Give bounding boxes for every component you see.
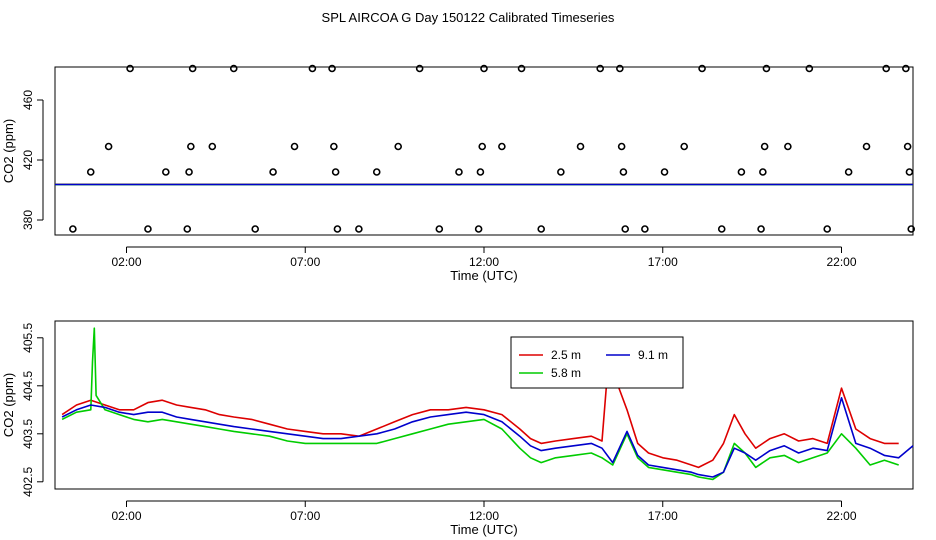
plot-frame — [54, 320, 914, 490]
x-tick-label: 12:00 — [469, 255, 499, 269]
data-point — [844, 168, 853, 176]
data-point — [902, 64, 910, 73]
data-point — [757, 225, 765, 233]
data-point — [187, 142, 195, 151]
legend-box — [510, 336, 684, 389]
data-point — [415, 64, 424, 73]
data-point — [517, 64, 526, 73]
data-point — [290, 142, 299, 151]
legend-label: 2.5 m — [551, 348, 581, 362]
y-axis-label: CO2 (ppm) — [1, 119, 16, 183]
data-point — [69, 225, 77, 233]
data-point — [823, 225, 832, 233]
chart-title: SPL AIRCOA G Day 150122 Calibrated Times… — [322, 10, 615, 25]
data-point — [476, 168, 485, 176]
data-point — [331, 168, 340, 176]
data-point — [372, 168, 381, 176]
y-tick-label: 460 — [21, 90, 35, 110]
data-point — [328, 64, 336, 73]
data-point — [576, 142, 585, 151]
y-tick-label: 403.5 — [21, 418, 35, 448]
data-point — [394, 142, 403, 151]
data-point — [621, 225, 630, 233]
data-point — [760, 142, 769, 151]
series-line-25m — [61, 351, 899, 469]
data-point — [759, 168, 767, 176]
data-point — [162, 168, 170, 176]
data-point — [478, 142, 487, 151]
data-point — [762, 64, 771, 73]
data-point — [498, 142, 506, 151]
data-point — [596, 64, 604, 73]
legend-label: 9.1 m — [638, 348, 668, 362]
data-point — [474, 225, 483, 233]
data-point — [557, 168, 565, 176]
y-axis-label: CO2 (ppm) — [1, 373, 16, 437]
x-tick-label: 07:00 — [290, 509, 320, 523]
data-point — [229, 64, 238, 73]
x-axis-label: Time (UTC) — [450, 268, 517, 283]
x-tick-label: 02:00 — [111, 509, 141, 523]
data-point — [537, 225, 546, 233]
y-tick-label: 402.5 — [21, 466, 35, 496]
x-tick-label: 02:00 — [111, 255, 141, 269]
data-point — [269, 168, 277, 176]
data-point — [144, 225, 152, 233]
data-point — [333, 225, 342, 233]
data-point — [183, 225, 192, 233]
x-tick-label: 22:00 — [826, 255, 856, 269]
data-point — [308, 64, 317, 73]
y-tick-label: 420 — [21, 150, 35, 170]
x-tick-label: 17:00 — [648, 255, 678, 269]
data-point — [617, 142, 626, 151]
data-point — [435, 225, 444, 233]
data-point — [330, 142, 338, 151]
x-axis-label: Time (UTC) — [450, 522, 517, 537]
data-point — [805, 64, 814, 73]
data-point — [717, 225, 726, 233]
plot-frame — [54, 66, 914, 236]
data-point — [905, 168, 914, 176]
data-point — [455, 168, 463, 176]
legend-label: 5.8 m — [551, 366, 581, 380]
data-point — [619, 168, 628, 176]
data-point — [907, 225, 916, 233]
data-point — [86, 168, 95, 176]
data-point — [355, 225, 363, 233]
data-point — [882, 64, 890, 73]
y-tick-label: 404.5 — [21, 370, 35, 400]
y-tick-label: 380 — [21, 210, 35, 230]
data-point — [862, 142, 871, 151]
x-tick-label: 07:00 — [290, 255, 320, 269]
data-point — [188, 64, 197, 73]
data-point — [737, 168, 746, 176]
data-point — [641, 225, 649, 233]
panel-top: 02:00 07:00 12:00 17:00 22:00 Time (UTC) 380 42… — [1, 64, 916, 283]
data-point — [784, 142, 792, 151]
x-tick-label: 12:00 — [469, 509, 499, 523]
data-point — [104, 142, 113, 151]
data-point — [480, 64, 488, 73]
x-tick-label: 17:00 — [648, 509, 678, 523]
data-point — [660, 168, 669, 176]
series-line-91m — [61, 396, 914, 478]
series-line-58m — [61, 327, 899, 481]
y-tick-label: 405.5 — [21, 322, 35, 352]
data-point — [680, 142, 689, 151]
panel-bottom: 02:00 07:00 12:00 17:00 22:00 Time (UTC) 402.5… — [1, 320, 914, 537]
x-tick-label: 22:00 — [826, 509, 856, 523]
data-point — [698, 64, 706, 73]
data-point — [126, 64, 134, 73]
data-point — [208, 142, 217, 151]
data-point — [616, 64, 624, 73]
data-point — [251, 225, 259, 233]
data-point — [903, 142, 912, 151]
data-point — [185, 168, 193, 176]
